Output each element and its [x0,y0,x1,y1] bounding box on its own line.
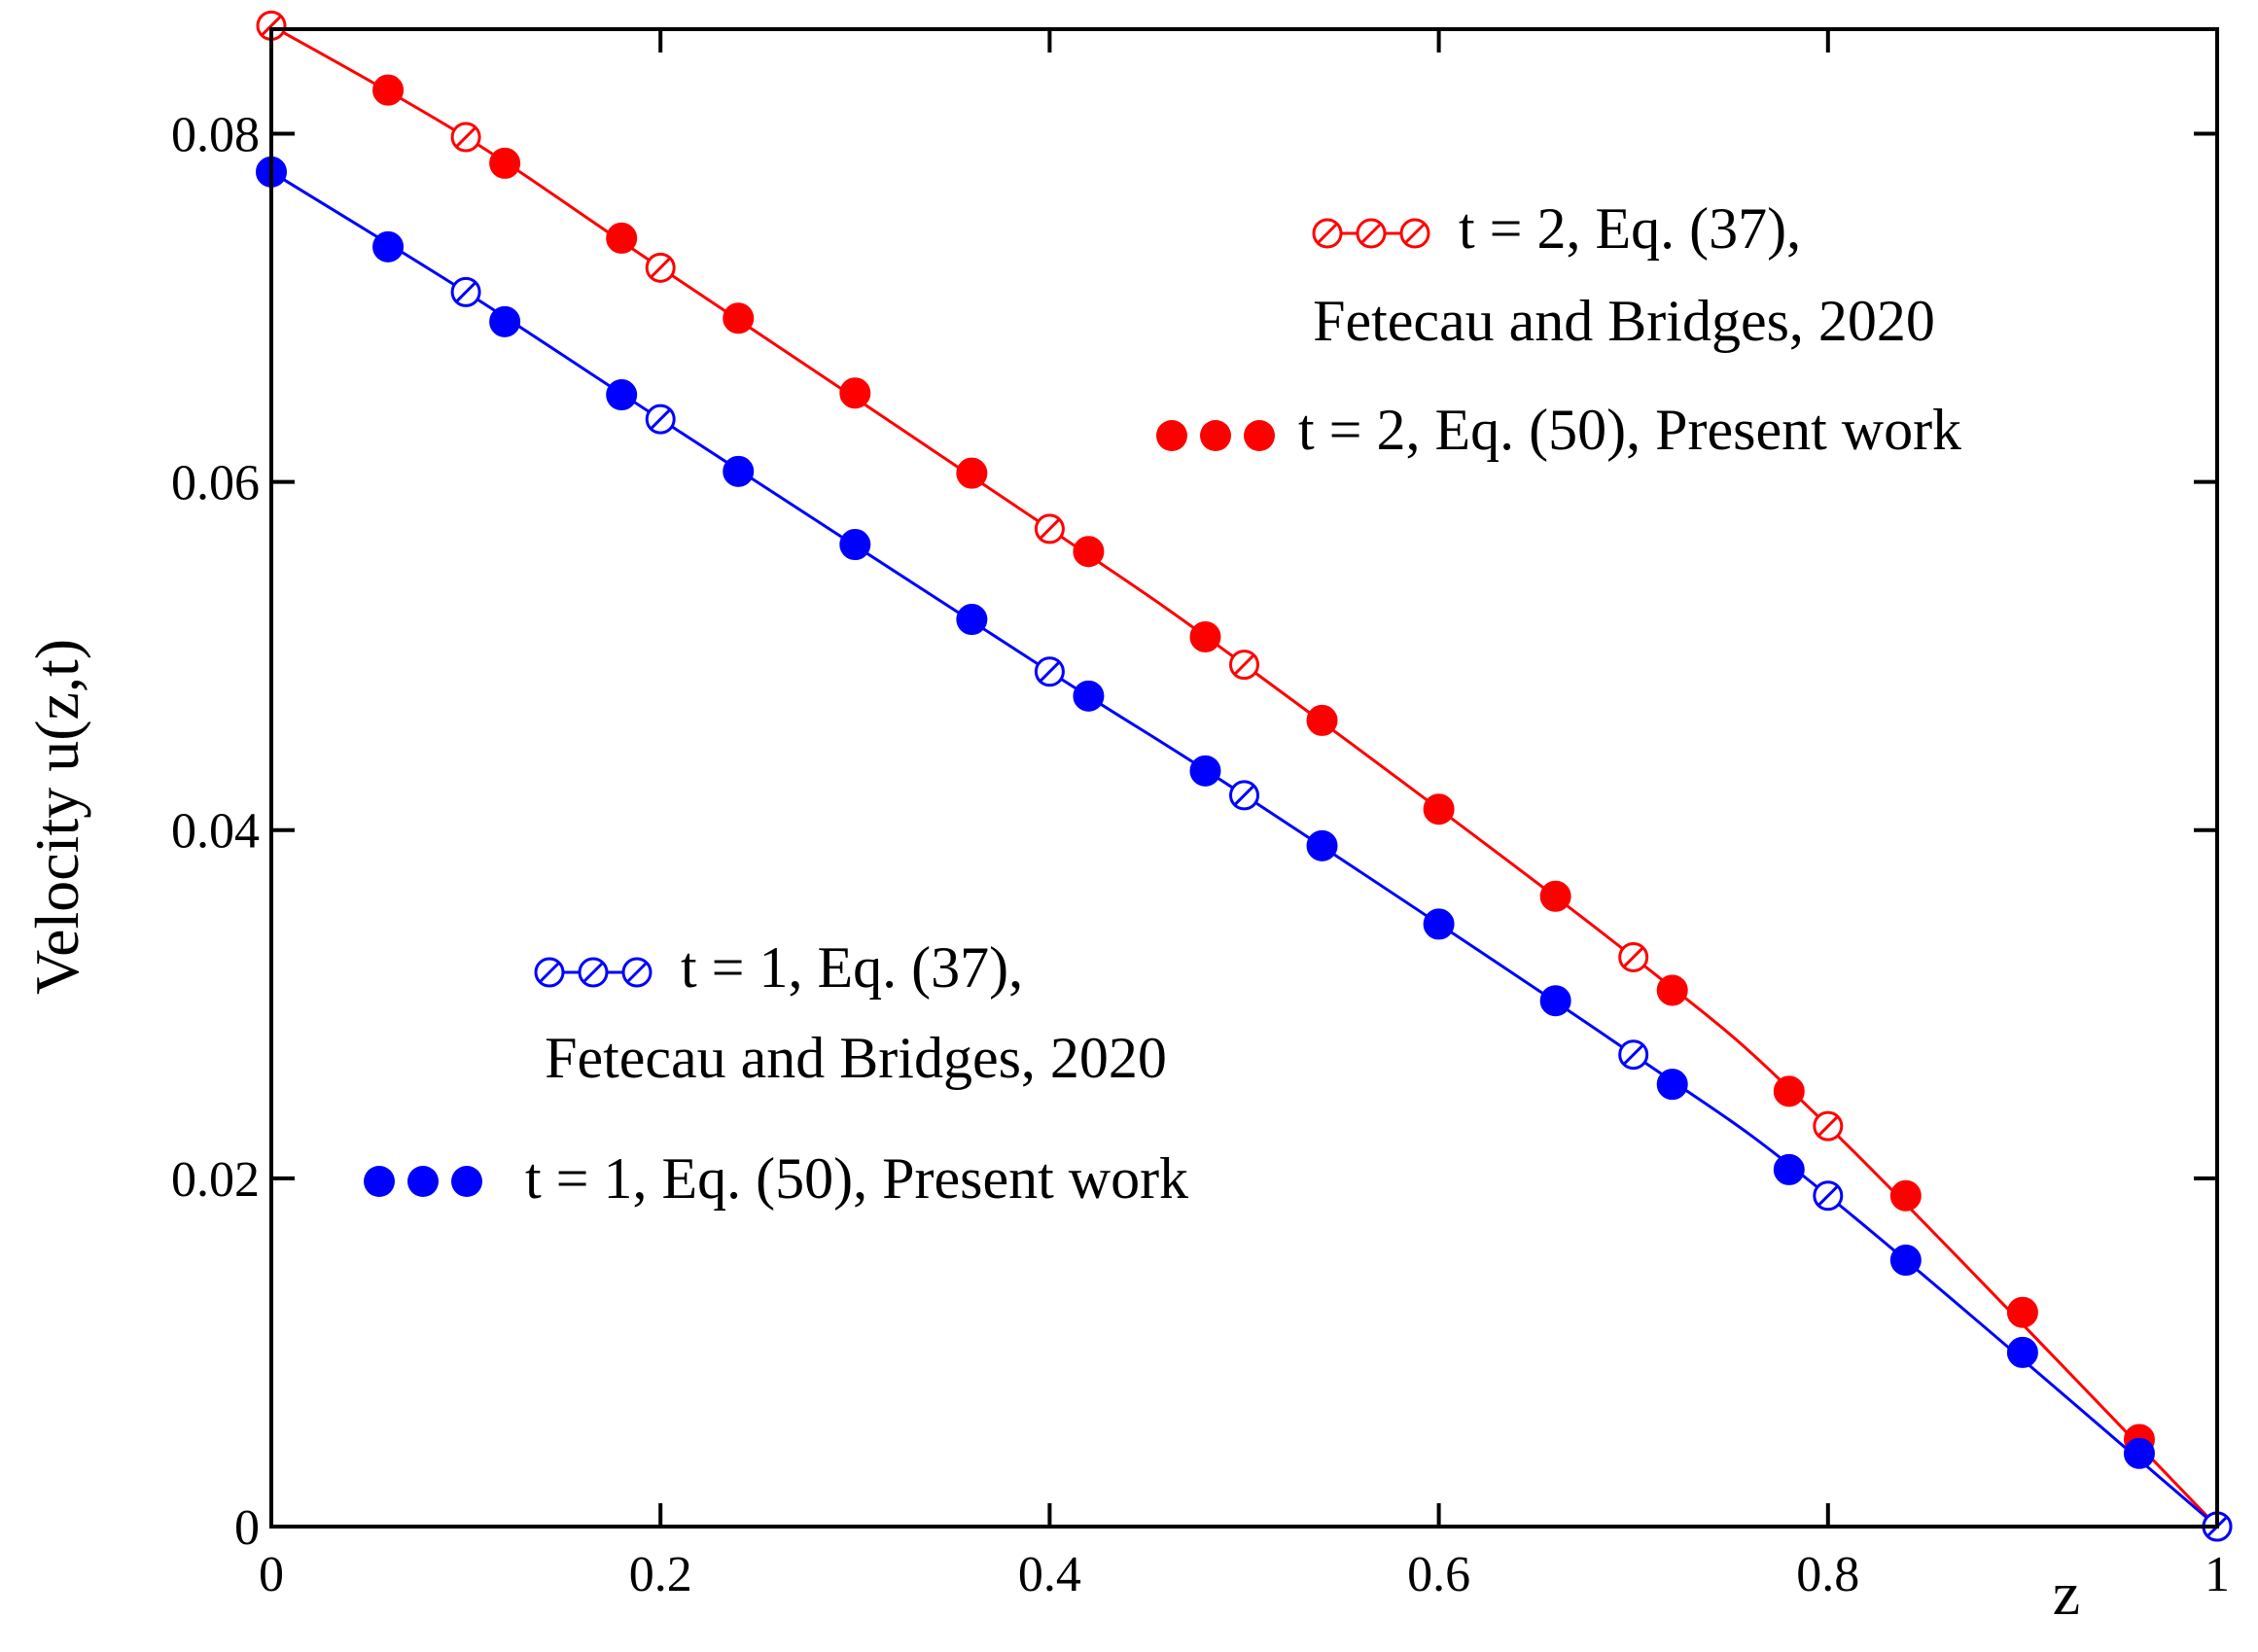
data-point [1773,1153,1805,1185]
ticks: 0 0.2 0.4 0.6 0.8 1 0 0.02 0.04 0.06 0.08 [171,29,2230,1602]
legend-label: t = 2, Eq. (50), Present work [1298,398,1961,462]
data-point [1423,793,1455,826]
data-point [1229,780,1259,811]
data-point [1618,941,1649,972]
x-tick-label: 0 [259,1547,284,1602]
data-point [839,377,871,409]
data-point [1073,680,1105,712]
plot-frame [269,27,2219,1529]
x-tick-label: 0.6 [1407,1547,1470,1602]
y-tick-label: 0 [234,1500,260,1556]
data-point [489,305,521,337]
data-point [372,74,405,106]
data-point [956,604,988,636]
y-axis-label: Velocity u(z,t) [22,639,91,995]
data-point [1656,1069,1688,1101]
legend-symbol [1156,420,1275,451]
legend-entry-1: t = 2, Eq. (50), Present work [1156,398,1961,462]
data-point [256,10,287,41]
data-point [1539,985,1571,1017]
legend: t = 2, Eq. (37), Fetecau and Bridges, 202… [364,196,1961,1211]
legend-label: t = 2, Eq. (37), [1459,196,1801,261]
data-point [1889,1245,1922,1277]
series-line-2 [271,170,2217,1527]
data-point [2006,1336,2038,1368]
data-point [1189,755,1221,787]
data-point [1189,620,1221,652]
data-point [489,147,521,179]
x-tick-label: 1 [2205,1547,2230,1602]
data-point [1229,650,1259,681]
y-tick-label: 0.06 [171,456,260,511]
x-tick-label: 0.8 [1796,1547,1859,1602]
data-point [1306,829,1338,861]
data-point [1889,1179,1922,1212]
legend-label: t = 1, Eq. (50), Present work [525,1146,1188,1211]
series-line-0 [274,29,2217,1527]
data-point [723,455,755,487]
data-point [723,302,755,334]
data-point [2006,1296,2038,1328]
y-tick-label: 0.02 [171,1152,260,1208]
x-tick-label: 0.2 [629,1547,692,1602]
data-point [645,252,676,283]
y-tick-label: 0.04 [171,804,260,860]
legend-label: Fetecau and Bridges, 2020 [1313,289,1935,353]
y-tick-label: 0.08 [171,107,260,162]
data-point [1539,880,1571,912]
data-point [956,457,988,489]
data-point [1773,1075,1805,1107]
axes [269,27,2219,1529]
series-lines [271,29,2217,1527]
legend-symbol [534,957,653,988]
data-point [372,230,405,263]
data-point [450,276,481,307]
data-point [1423,908,1455,940]
data-point [839,529,871,561]
x-axis-label: z [2053,1559,2080,1628]
x-tick-label: 0.4 [1018,1547,1081,1602]
data-point [1813,1180,1844,1212]
legend-entry-3: t = 1, Eq. (50), Present work [364,1146,1188,1211]
legend-entry-0: t = 2, Eq. (37), Fetecau and Bridges, 202… [1312,196,1935,353]
data-point [1034,513,1065,545]
legend-label: t = 1, Eq. (37), [681,935,1023,1000]
data-point [1034,656,1065,687]
legend-symbol [1312,218,1430,249]
data-point [606,379,638,411]
data-point [645,404,676,435]
data-point [1813,1110,1844,1142]
legend-entry-2: t = 1, Eq. (37), Fetecau and Bridges, 202… [534,935,1167,1090]
legend-label: Fetecau and Bridges, 2020 [545,1026,1167,1090]
data-point [2123,1437,2155,1469]
data-point [1073,536,1105,568]
data-point [606,222,638,254]
legend-symbol [364,1166,482,1197]
data-point [1306,704,1338,736]
series-markers [256,10,2233,1542]
axis-labels: Velocity u(z,t) z [22,639,2080,1628]
data-point [450,122,481,153]
data-point [1618,1039,1649,1071]
data-point [1656,974,1688,1006]
